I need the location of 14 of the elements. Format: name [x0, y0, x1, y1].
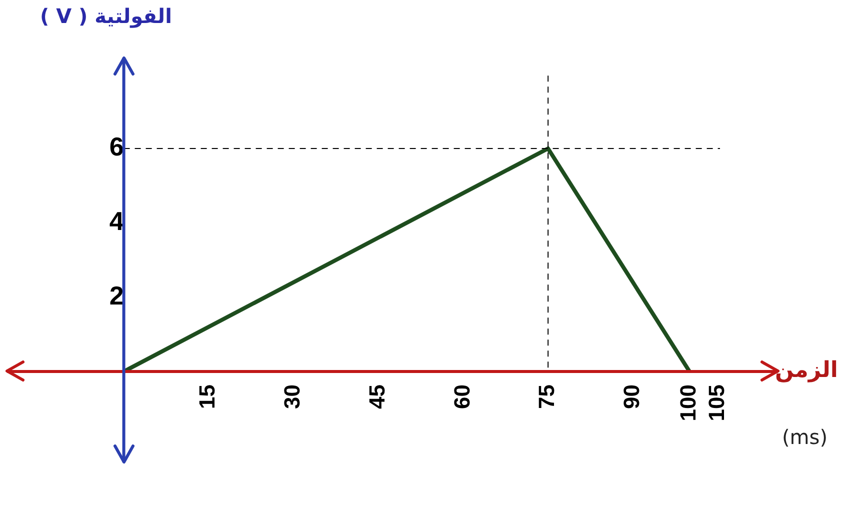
text: (ms) — [782, 425, 828, 449]
y-tick-label: 6 — [109, 132, 124, 162]
x-axis-title: الزمن — [775, 358, 838, 383]
x-tick-label: 90 — [618, 384, 644, 409]
x-tick-label: 75 — [534, 384, 560, 409]
y-tick-label: 4 — [109, 206, 124, 236]
x-tick-label: 30 — [280, 384, 305, 409]
x-tick-label: 100 — [676, 384, 701, 422]
y-axis-title: الفولتية ( V ) — [40, 4, 172, 28]
x-tick-label: 45 — [364, 384, 390, 409]
x-tick-label: 105 — [704, 384, 729, 422]
x-tick-label: 60 — [449, 384, 474, 409]
x-tick-label: 15 — [194, 384, 220, 409]
y-tick-label: 2 — [109, 280, 124, 310]
